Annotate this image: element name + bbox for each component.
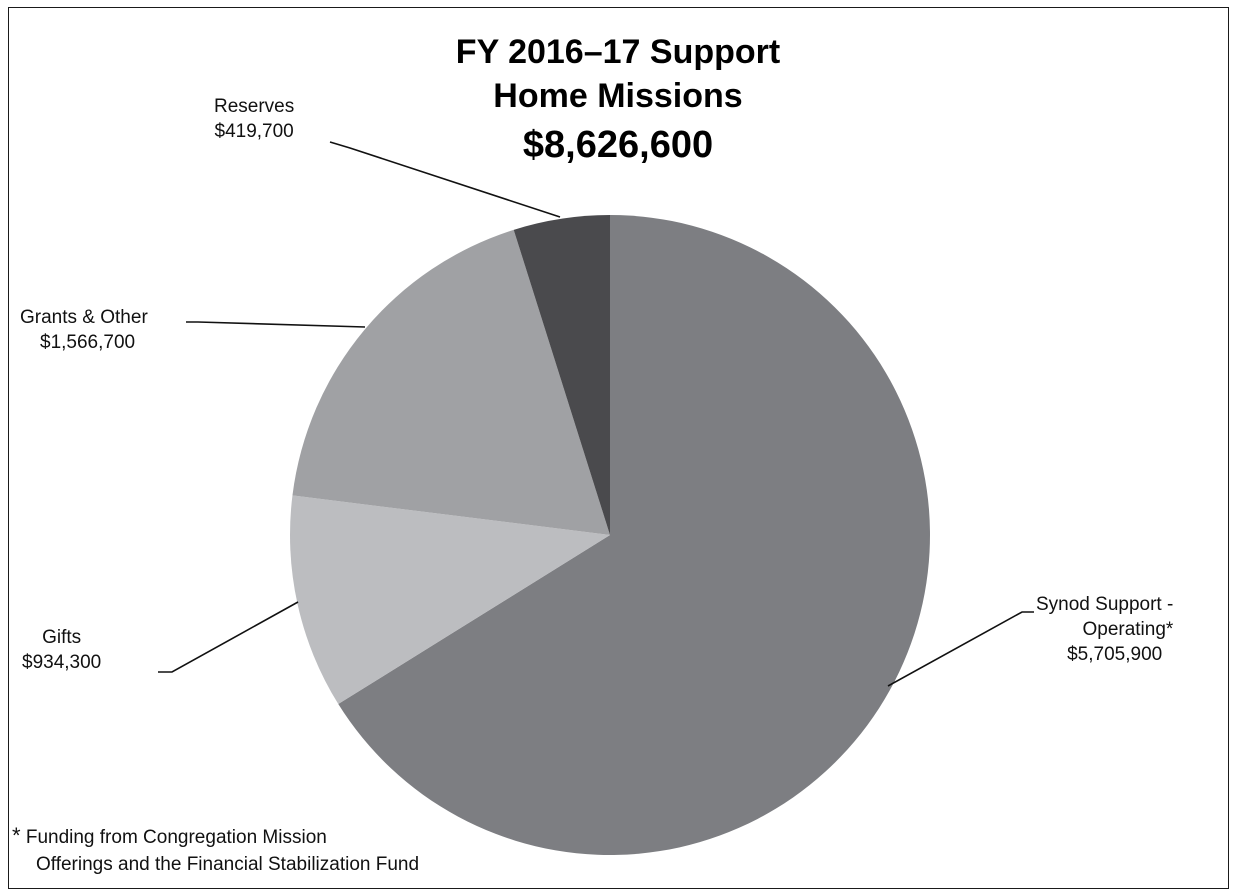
footnote-line-1: Funding from Congregation Mission <box>20 827 327 848</box>
footnote-marker: * <box>12 823 21 848</box>
leader-line-synod-support <box>887 611 1034 687</box>
slice-label-name: Gifts <box>42 627 82 648</box>
slice-synod-support <box>338 215 930 856</box>
slice-label-name: Grants & Other <box>20 307 148 328</box>
slice-label-synod-support: Synod Support - Operating* $5,705,900 <box>1036 592 1173 667</box>
title-total: $8,626,600 <box>522 124 714 166</box>
chart-title: FY 2016–17 Support Home Missions $8,626,… <box>418 30 818 170</box>
slice-value-label: $5,705,900 <box>1067 644 1163 665</box>
title-line-2: Home Missions <box>493 77 743 115</box>
leader-lines <box>158 141 1034 687</box>
leader-line-reserves <box>329 141 561 218</box>
slice-label-name-2: Operating* <box>1082 619 1174 640</box>
slice-value-label: $1,566,700 <box>40 332 136 353</box>
leader-line-grants-other <box>186 321 366 328</box>
slice-label-grants-other: Grants & Other $1,566,700 <box>20 305 148 355</box>
slice-value-label: $934,300 <box>22 652 102 673</box>
slice-label-reserves: Reserves $419,700 <box>214 94 294 144</box>
leader-line-gifts <box>158 601 299 673</box>
slice-label-gifts: Gifts $934,300 <box>22 625 101 675</box>
slice-reserves <box>513 215 610 535</box>
footnote: * Funding from Congregation Mission Offe… <box>12 822 419 878</box>
pie-slices <box>290 215 930 856</box>
footnote-line-2: Offerings and the Financial Stabilizatio… <box>36 854 420 875</box>
slice-label-name: Reserves <box>214 96 295 117</box>
slice-label-name: Synod Support - <box>1036 594 1174 615</box>
slice-grants-other <box>292 229 610 535</box>
slice-gifts <box>290 495 610 705</box>
title-line-1: FY 2016–17 Support <box>455 33 781 71</box>
slice-value-label: $419,700 <box>214 121 294 142</box>
